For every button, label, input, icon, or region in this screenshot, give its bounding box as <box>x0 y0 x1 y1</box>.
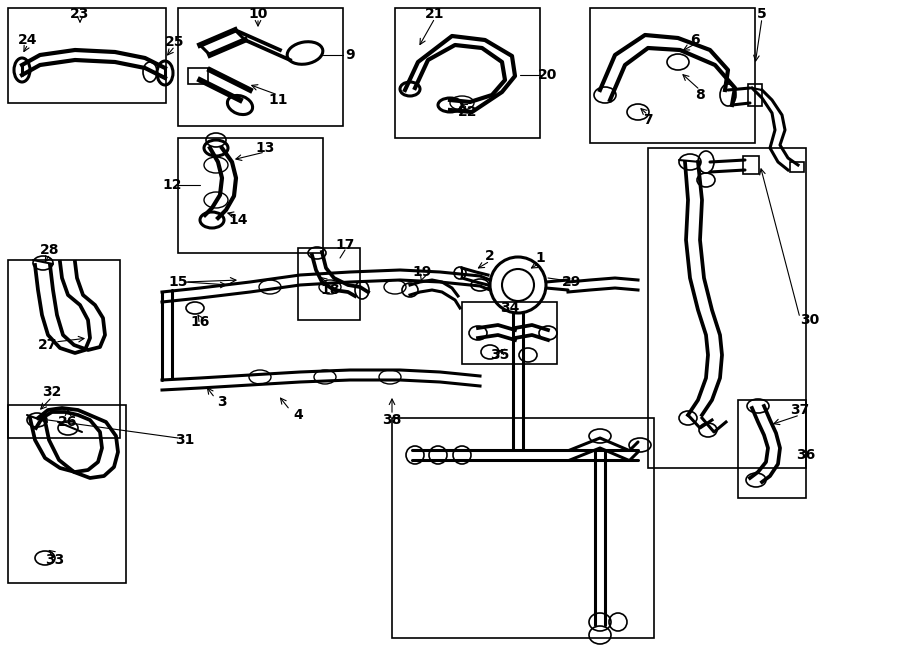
Text: 28: 28 <box>40 243 59 257</box>
Bar <box>178 8 343 126</box>
Text: 30: 30 <box>800 313 820 327</box>
Bar <box>738 400 806 498</box>
Text: 36: 36 <box>796 448 815 462</box>
Bar <box>790 162 804 172</box>
Text: 21: 21 <box>425 7 445 21</box>
Text: 37: 37 <box>790 403 810 417</box>
Bar <box>462 302 557 364</box>
Bar <box>590 8 755 143</box>
Text: 34: 34 <box>500 301 519 315</box>
Text: 35: 35 <box>491 348 509 362</box>
Text: 24: 24 <box>18 33 38 47</box>
Bar <box>8 405 126 583</box>
Text: 25: 25 <box>166 35 184 49</box>
Text: 3: 3 <box>217 395 227 409</box>
Text: 10: 10 <box>248 7 267 21</box>
Text: 9: 9 <box>346 48 355 62</box>
Text: 14: 14 <box>229 213 248 227</box>
Text: 8: 8 <box>695 88 705 102</box>
Bar <box>648 148 806 468</box>
Bar <box>298 248 360 320</box>
Bar <box>392 418 654 638</box>
Text: 16: 16 <box>190 315 210 329</box>
Text: 38: 38 <box>382 413 401 427</box>
Text: 1: 1 <box>536 251 544 265</box>
Text: 32: 32 <box>42 385 62 399</box>
Text: 15: 15 <box>168 275 188 289</box>
Bar <box>178 138 323 253</box>
Bar <box>748 84 762 106</box>
Circle shape <box>490 257 546 313</box>
Text: 17: 17 <box>336 238 355 252</box>
Text: 22: 22 <box>458 105 478 119</box>
Bar <box>8 8 166 103</box>
Bar <box>395 8 540 138</box>
Text: 20: 20 <box>538 68 558 82</box>
Text: 13: 13 <box>256 141 274 155</box>
Text: 31: 31 <box>176 433 194 447</box>
Bar <box>743 156 759 174</box>
Text: 6: 6 <box>690 33 700 47</box>
Text: 18: 18 <box>320 283 340 297</box>
Text: 5: 5 <box>757 7 767 21</box>
Text: 26: 26 <box>58 415 77 429</box>
Text: 4: 4 <box>293 408 303 422</box>
Text: 19: 19 <box>412 265 432 279</box>
Text: 29: 29 <box>562 275 581 289</box>
Text: 7: 7 <box>644 113 652 127</box>
Bar <box>188 68 208 84</box>
Bar <box>8 260 120 438</box>
Text: 12: 12 <box>162 178 182 192</box>
Text: 11: 11 <box>268 93 288 107</box>
Text: 33: 33 <box>45 553 65 567</box>
Text: 2: 2 <box>485 249 495 263</box>
Text: 23: 23 <box>70 7 90 21</box>
Text: 27: 27 <box>39 338 58 352</box>
